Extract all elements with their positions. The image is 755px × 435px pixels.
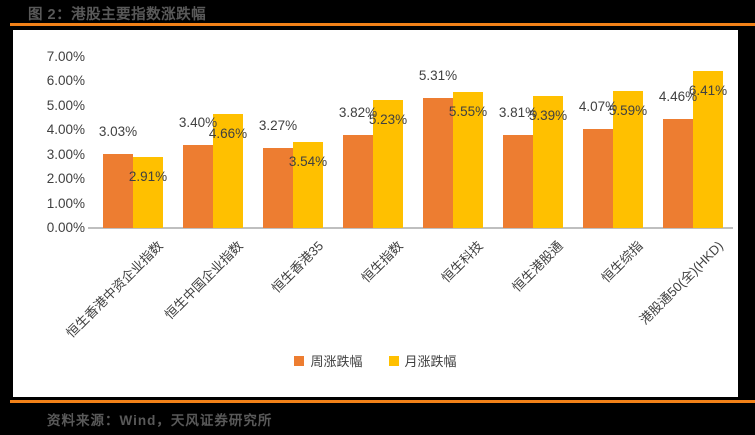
bar-week [263,148,293,228]
data-label-month: 5.55% [448,104,488,120]
y-axis-tick-label: 5.00% [46,97,85,113]
bar-week [343,134,373,228]
data-label-month: 5.39% [528,108,568,124]
data-label-week: 3.03% [98,123,138,139]
data-label-week: 4.07% [578,98,618,114]
y-axis-tick-label: 3.00% [46,146,85,162]
top-accent-rule [10,23,755,26]
x-axis-category-label: 恒生香港35 [268,238,326,296]
bar-week [583,128,613,228]
bar-month [373,100,403,228]
legend-label-month: 月涨跌幅 [404,354,457,369]
x-axis-category-label: 恒生科技 [438,238,486,286]
data-label-month: 3.54% [288,153,328,169]
data-label-week: 3.40% [178,114,218,130]
data-label-week: 5.31% [418,68,458,84]
legend-item-month: 月涨跌幅 [388,351,457,370]
y-axis-tick-label: 2.00% [46,171,85,187]
data-label-week: 3.82% [338,104,378,120]
bar-week [423,98,453,228]
y-axis-tick-label: 4.00% [46,122,85,138]
data-label-week: 3.27% [258,118,298,134]
month-series-swatch-icon [388,355,399,366]
x-axis-category-label: 恒生指数 [358,238,406,286]
bar-month [693,71,723,228]
chart-panel: 0.00% 1.00% 2.00% 3.00% 4.00% 5.00% 6.00% 7.00%… [13,30,738,397]
bar-month [293,141,323,228]
y-axis-tick-label: 0.00% [46,220,85,235]
data-label-month: 5.23% [368,112,408,128]
data-label-month: 2.91% [128,168,168,184]
data-label-week: 4.46% [658,89,698,105]
bottom-accent-rule [10,400,755,403]
x-axis-category-label: 港股通50(全)(HKD) [636,238,726,328]
x-axis-line [88,227,733,229]
legend-item-week: 周涨跌幅 [294,351,363,370]
bar-month [613,91,643,228]
x-axis-category-label: 恒生综指 [598,238,646,286]
bar-week [663,119,693,228]
y-axis-tick-label: 7.00% [46,48,85,64]
x-axis-category-label: 恒生香港中资企业指数 [63,238,166,341]
chart-legend: 周涨跌幅 月涨跌幅 [13,351,738,370]
y-axis-tick-label: 6.00% [46,73,85,89]
legend-label-week: 周涨跌幅 [310,354,363,369]
bar-week [183,144,213,228]
data-label-week: 3.81% [498,104,538,120]
data-label-month: 4.66% [208,126,248,142]
x-axis-category-label: 恒生港股通 [509,238,566,295]
y-axis-tick-label: 1.00% [46,195,85,211]
bar-month [133,156,163,228]
data-label-month: 6.41% [688,83,728,99]
x-axis-category-label: 恒生中国企业指数 [161,238,246,323]
bar-month [533,96,563,228]
bar-month [213,114,243,228]
source-note: 资料来源：Wind，天风证券研究所 [47,413,273,428]
data-label-month: 5.59% [608,103,648,119]
bar-week [503,134,533,228]
figure-title: 图 2：港股主要指数涨跌幅 [28,7,207,23]
bar-week [103,153,133,228]
week-series-swatch-icon [294,355,305,366]
bar-month [453,92,483,228]
